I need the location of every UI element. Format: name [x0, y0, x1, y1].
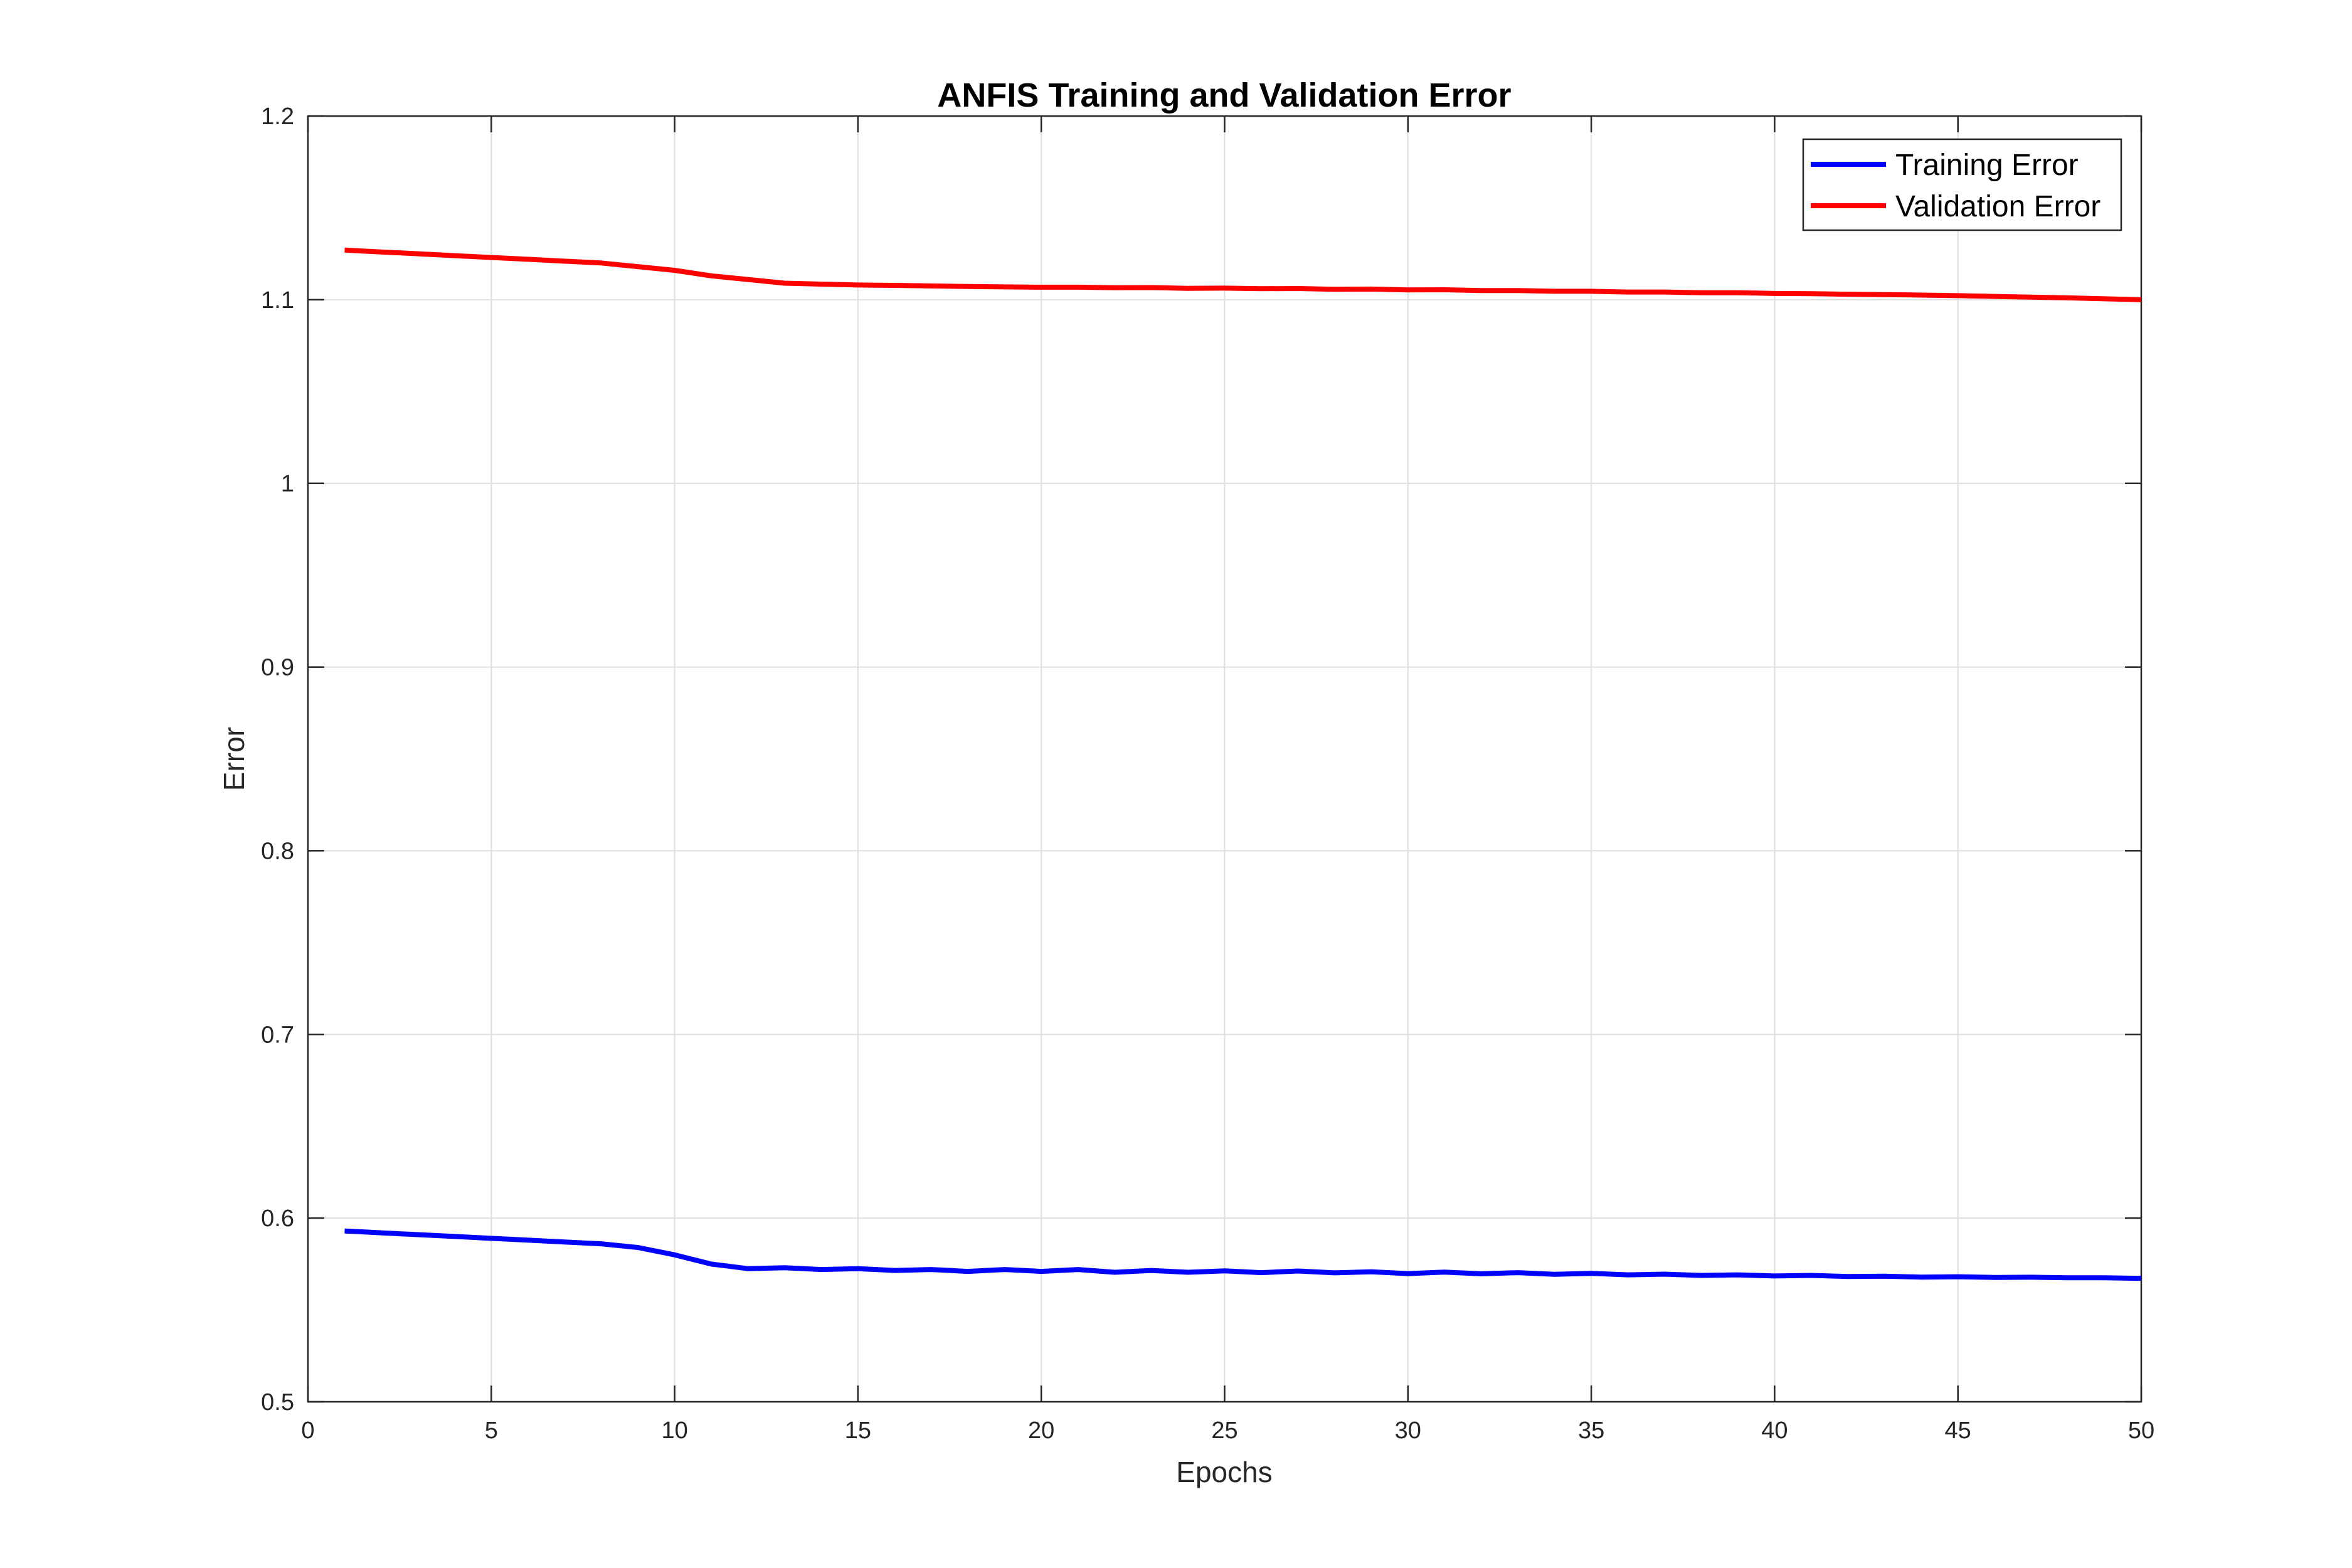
x-tick-label: 40 — [1761, 1417, 1788, 1444]
chart-title: ANFIS Training and Validation Error — [937, 77, 1511, 114]
y-tick-label: 0.8 — [261, 838, 294, 864]
x-tick-label: 0 — [301, 1417, 314, 1444]
x-tick-label: 45 — [1945, 1417, 1971, 1444]
x-tick-label: 20 — [1028, 1417, 1054, 1444]
y-tick-label: 0.6 — [261, 1205, 294, 1232]
legend: Training Error Validation Error — [1802, 138, 2122, 231]
x-tick-label: 10 — [661, 1417, 687, 1444]
y-tick-label: 0.7 — [261, 1022, 294, 1048]
x-tick-label: 15 — [845, 1417, 871, 1444]
legend-label-validation-error: Validation Error — [1895, 190, 2100, 223]
y-tick-label: 0.5 — [261, 1389, 294, 1416]
series-line-training-error — [344, 1228, 2142, 1281]
x-tick-label: 35 — [1578, 1417, 1604, 1444]
legend-box — [1802, 138, 2122, 231]
y-tick-label: 0.9 — [261, 655, 294, 681]
series-lines — [344, 247, 2142, 1281]
x-axis-label: Epochs — [1176, 1456, 1272, 1488]
axis-ticks — [307, 115, 2143, 1403]
y-tick-label: 1.2 — [261, 103, 294, 130]
y-axis-label: Error — [218, 727, 250, 791]
x-tick-label: 30 — [1395, 1417, 1421, 1444]
y-tick-label: 1 — [281, 471, 294, 497]
x-tick-label: 25 — [1211, 1417, 1237, 1444]
legend-label-training-error: Training Error — [1895, 149, 2079, 182]
grid-lines — [308, 116, 2141, 1402]
x-tick-label: 5 — [485, 1417, 498, 1444]
y-tick-label: 1.1 — [261, 287, 294, 314]
series-line-validation-error — [344, 247, 2142, 302]
x-tick-label: 50 — [2128, 1417, 2154, 1444]
